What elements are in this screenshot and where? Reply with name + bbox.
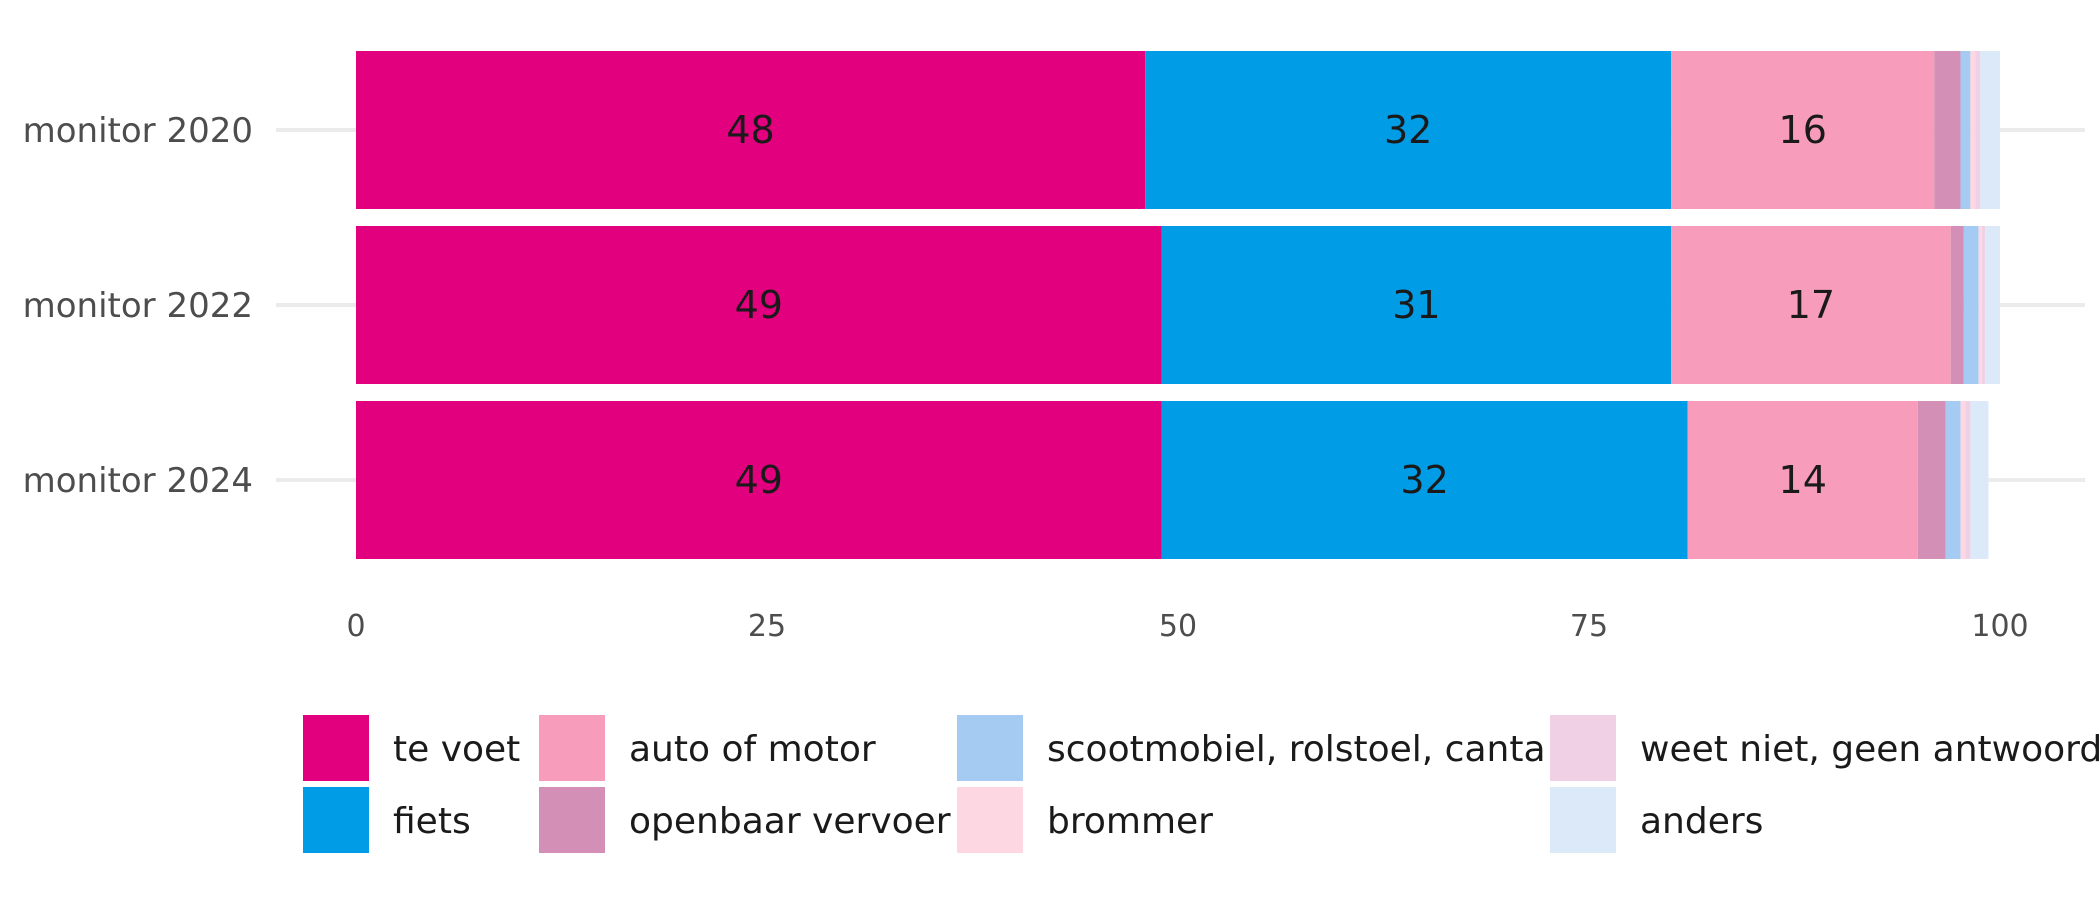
legend-label: openbaar vervoer <box>629 801 951 842</box>
legend-label: brommer <box>1047 801 1213 842</box>
bar-value-label: 16 <box>1779 108 1827 152</box>
bar-segment <box>1934 51 1961 209</box>
bar-segment <box>1960 51 1971 209</box>
bar-segment <box>1945 401 1961 559</box>
bar-segment <box>356 51 1146 209</box>
bar-value-label: 31 <box>1392 283 1440 327</box>
bar-segment <box>1978 226 1982 384</box>
bar-value-label: 48 <box>726 108 774 152</box>
legend-swatch <box>1550 787 1616 853</box>
x-tick-label: 50 <box>1159 609 1197 644</box>
bar-segment <box>1950 226 1964 384</box>
bar-segment <box>1970 401 1989 559</box>
legend-label: scootmobiel, rolstoel, canta <box>1047 729 1546 770</box>
x-axis: 0 25 50 75 100 <box>346 609 2028 644</box>
bar-segment <box>1145 51 1672 209</box>
bar-value-label: 32 <box>1400 458 1448 502</box>
y-tick-label: monitor 2024 <box>23 461 253 501</box>
bar-segment <box>1985 226 2000 384</box>
x-tick-label: 100 <box>1971 609 2028 644</box>
legend-label: fiets <box>393 801 471 842</box>
bar-segment <box>1981 226 1986 384</box>
bar-segment <box>1980 51 2000 209</box>
legend-swatch <box>957 787 1023 853</box>
y-tick-label: monitor 2020 <box>23 111 253 151</box>
legend-swatch <box>303 715 369 781</box>
legend-swatch <box>957 715 1023 781</box>
legend: te voet fiets auto of motor openbaar vervoe… <box>303 715 2100 853</box>
bar-segment <box>1671 51 1935 209</box>
x-tick-label: 0 <box>346 609 365 644</box>
bars <box>356 51 2000 559</box>
bar-segment <box>1161 226 1672 384</box>
legend-label: anders <box>1640 801 1763 842</box>
bar-value-label: 32 <box>1384 108 1432 152</box>
bar-segment <box>356 226 1162 384</box>
y-axis: monitor 2020 monitor 2022 monitor 2024 <box>23 111 253 501</box>
x-tick-label: 25 <box>748 609 786 644</box>
bar-value-label: 49 <box>735 283 783 327</box>
bar-segment <box>1917 401 1946 559</box>
bar-value-label: 14 <box>1779 458 1827 502</box>
bar-segment <box>1970 51 1976 209</box>
bar-segment <box>1960 401 1966 559</box>
bar-segment <box>1975 51 1981 209</box>
legend-label: auto of motor <box>629 729 876 770</box>
legend-label: te voet <box>393 729 520 770</box>
x-tick-label: 75 <box>1570 609 1608 644</box>
bar-segment <box>1963 226 1979 384</box>
bar-segment <box>1161 401 1688 559</box>
legend-swatch <box>1550 715 1616 781</box>
bar-segment <box>1687 401 1918 559</box>
legend-swatch <box>303 787 369 853</box>
legend-label: weet niet, geen antwoord <box>1640 729 2100 770</box>
bar-value-label: 17 <box>1787 283 1835 327</box>
bar-value-label: 49 <box>735 458 783 502</box>
legend-swatch <box>539 787 605 853</box>
y-tick-label: monitor 2022 <box>23 286 253 326</box>
legend-swatch <box>539 715 605 781</box>
bar-segment <box>1671 226 1951 384</box>
bar-labels: 48 32 16 49 31 17 49 32 14 <box>726 108 1835 502</box>
bar-segment <box>356 401 1162 559</box>
bar-segment <box>1965 401 1971 559</box>
